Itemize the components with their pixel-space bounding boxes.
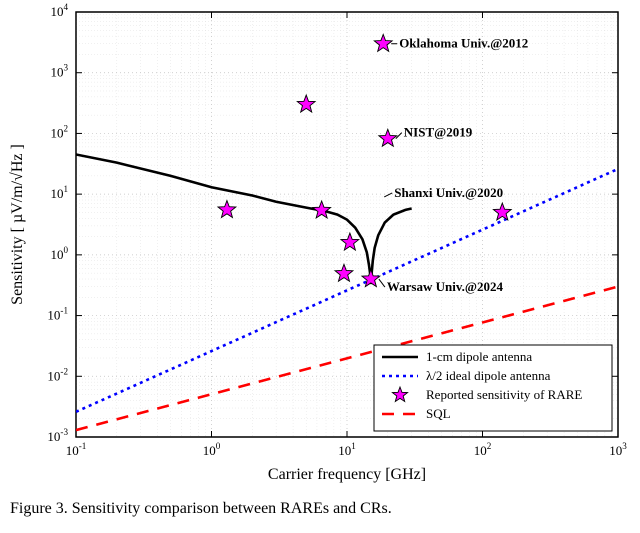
svg-text:101: 101 xyxy=(338,441,356,458)
svg-text:10-1: 10-1 xyxy=(47,306,68,323)
figure-container: 10-1 100 101 102 103 10-3 10-2 10-1 100 101 102 103… xyxy=(0,0,640,533)
point-label: Shanxi Univ.@2020 xyxy=(394,185,503,200)
point-label: Warsaw Univ.@2024 xyxy=(387,279,504,294)
svg-text:103: 103 xyxy=(609,441,627,458)
figure-caption: Figure 3. Sensitivity comparison between… xyxy=(0,500,640,518)
svg-text:1-cm dipole antenna: 1-cm dipole antenna xyxy=(426,349,532,364)
svg-text:104: 104 xyxy=(50,2,68,19)
point-label: NIST@2019 xyxy=(404,125,473,140)
svg-text:Sensitivity [ µV/m/√Hz ]: Sensitivity [ µV/m/√Hz ] xyxy=(9,144,26,305)
svg-text:SQL: SQL xyxy=(426,406,451,421)
svg-text:10-3: 10-3 xyxy=(47,427,68,444)
svg-text:10-2: 10-2 xyxy=(47,366,68,383)
svg-text:101: 101 xyxy=(50,184,68,201)
svg-text:102: 102 xyxy=(50,123,68,140)
svg-text:100: 100 xyxy=(50,245,68,262)
sensitivity-chart: 10-1 100 101 102 103 10-3 10-2 10-1 100 101 102 103… xyxy=(0,0,640,495)
svg-text:λ/2 ideal dipole antenna: λ/2 ideal dipole antenna xyxy=(426,368,551,383)
svg-text:102: 102 xyxy=(474,441,492,458)
svg-text:Reported sensitivity of RARE: Reported sensitivity of RARE xyxy=(426,387,582,402)
point-label: Oklahoma Univ.@2012 xyxy=(399,36,528,51)
svg-text:10-1: 10-1 xyxy=(66,441,87,458)
svg-text:103: 103 xyxy=(50,63,68,80)
svg-text:100: 100 xyxy=(203,441,221,458)
svg-text:Carrier frequency [GHz]: Carrier frequency [GHz] xyxy=(268,466,426,483)
